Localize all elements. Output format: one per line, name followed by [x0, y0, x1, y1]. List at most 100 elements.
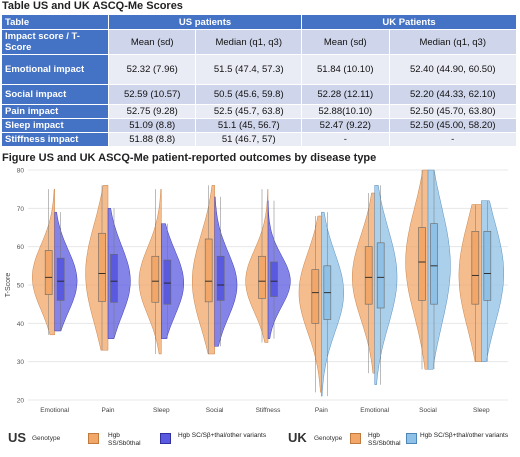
box: [376, 242, 385, 309]
x-tick-label: Pain: [315, 407, 328, 414]
cell: 52.59 (10.57): [107, 84, 197, 105]
violin-us-scsthalother: [214, 196, 238, 347]
box: [270, 261, 278, 297]
y-tick-label: 60: [17, 244, 25, 251]
box: [163, 259, 172, 305]
row-label: Sleep impact: [1, 118, 109, 133]
box: [151, 255, 160, 303]
box: [311, 269, 320, 324]
violin-us-sssb0thal: [245, 188, 269, 343]
header-us-median: Median (q1, q3): [195, 29, 303, 55]
x-tick-label: Stiffness: [256, 407, 282, 414]
violin-us-scsthalother: [267, 200, 291, 339]
x-tick-label: Sleep: [153, 407, 170, 414]
table-row: Pain impact 52.75 (9.28) 52.5 (45.7, 63.…: [1, 104, 517, 119]
violin-us-scsthalother: [54, 211, 78, 332]
cell: 51.84 (10.10): [301, 54, 390, 85]
row-label: Stiffness impact: [1, 132, 109, 147]
y-axis-label: T-Score: [5, 273, 12, 298]
cell: 52.50 (45.70, 63.80): [388, 104, 517, 119]
legend-genotype-label: Genotype: [32, 435, 61, 442]
cell: 52.20 (44.33, 62.10): [388, 84, 517, 105]
table-header-group-row: Table US patients UK Patients: [1, 14, 517, 30]
cell: 51.1 (45, 56.7): [195, 118, 303, 133]
box: [110, 254, 118, 303]
x-tick-label: Sleep: [473, 407, 490, 414]
box: [56, 257, 65, 301]
y-tick-label: 50: [17, 283, 25, 290]
cell: 52.47 (9.22): [301, 118, 390, 133]
cell: 51.88 (8.8): [107, 132, 197, 147]
row-label: Pain impact: [1, 104, 109, 119]
violin-uk-scsthalother: [427, 169, 451, 370]
scores-table: Table US patients UK Patients Impact sco…: [1, 14, 517, 147]
x-tick-label: Emotional: [360, 407, 389, 414]
cell: 51.09 (8.8): [107, 118, 197, 133]
y-tick-label: 80: [17, 168, 25, 175]
cell: 52.88(10.10): [301, 104, 390, 119]
box: [258, 255, 266, 299]
x-tick-label: Pain: [101, 407, 114, 414]
box: [418, 227, 426, 301]
header-us-patients: US patients: [107, 14, 303, 30]
header-impact-score: Impact score / T-Score: [1, 29, 109, 55]
cell: 50.5 (45.6, 59.8): [195, 84, 303, 105]
y-tick-label: 40: [17, 321, 25, 328]
legend-swatch-us-ss: [88, 433, 99, 444]
row-label: Social impact: [1, 84, 109, 105]
violin-us-sssb0thal: [85, 185, 109, 351]
cell: 52.50 (45.00, 58.20): [388, 118, 517, 133]
table-row: Stiffness impact 51.88 (8.8) 51 (46.7, 5…: [1, 132, 517, 147]
legend-swatch-us-sc: [160, 433, 171, 444]
cell: -: [301, 132, 390, 147]
x-tick-label: Social: [419, 407, 437, 414]
y-tick-label: 20: [17, 398, 25, 405]
table-row: Social impact 52.59 (10.57) 50.5 (45.6, …: [1, 84, 517, 105]
figure-title: Figure US and UK ASCQ-Me patient-reporte…: [2, 152, 377, 164]
cell: 51 (46.7, 57): [195, 132, 303, 147]
legend-label-uk-ss: Hgb SS/Sb0thal: [368, 432, 401, 447]
violin-uk-scsthalother: [374, 185, 398, 385]
violin-us-scsthalother: [107, 208, 131, 339]
legend-us-title: US: [8, 430, 27, 445]
y-tick-label: 70: [17, 206, 25, 213]
cell: 52.5 (45.7, 63.8): [195, 104, 303, 119]
legend-swatch-uk-ss: [350, 433, 361, 444]
violin-us-sssb0thal: [192, 185, 215, 355]
legend-swatch-uk-sc: [406, 433, 417, 444]
cell: 52.28 (12.11): [301, 84, 390, 105]
cell: -: [388, 132, 517, 147]
violin-uk-sssb0thal: [405, 169, 429, 370]
violin-us-sssb0thal: [138, 188, 162, 355]
row-label: Emotional impact: [1, 54, 109, 85]
legend-label-uk-sc: Hgb SC/Sβ+thal/other variants: [420, 432, 509, 439]
box: [364, 246, 373, 305]
cell: 52.40 (44.90, 60.50): [388, 54, 517, 85]
x-tick-label: Emotional: [40, 407, 69, 414]
header-uk-mean: Mean (sd): [301, 29, 390, 55]
y-tick-label: 30: [17, 359, 25, 366]
box: [430, 223, 438, 305]
box: [216, 255, 225, 301]
legend-label-us-ss: Hgb SS/Sb0thal: [108, 432, 141, 447]
table-row: Sleep impact 51.09 (8.8) 51.1 (45, 56.7)…: [1, 118, 517, 133]
header-uk-patients: UK Patients: [301, 14, 517, 30]
violin-uk-scsthalother: [321, 211, 344, 397]
header-us-mean: Mean (sd): [107, 29, 197, 55]
violin-chart: 20 30 40 50 60 70 80 T-Score Emotional Pain Sleep S…: [5, 168, 508, 414]
table-header-sub-row: Impact score / T-Score Mean (sd) Median …: [1, 29, 517, 55]
legend-uk-title: UK: [288, 430, 307, 445]
cell: 52.32 (7.96): [107, 54, 197, 85]
cell: 51.5 (47.4, 57.3): [195, 54, 303, 85]
chart-legend: US Genotype Hgb SS/Sb0thal Hgb SC/Sβ+tha…: [0, 426, 520, 456]
header-table: Table: [1, 14, 109, 30]
legend-label-us-sc: Hgb SC/Sβ+thal/other variants: [178, 432, 267, 439]
box: [98, 232, 106, 302]
legend-uk-genotype-label: Genotype: [314, 435, 343, 442]
violin-uk-sssb0thal: [298, 215, 322, 393]
table-row: Emotional impact 52.32 (7.96) 51.5 (47.4…: [1, 54, 517, 85]
x-tick-label: Social: [206, 407, 224, 414]
cell: 52.75 (9.28): [107, 104, 197, 119]
header-uk-median: Median (q1, q3): [388, 29, 517, 55]
violin-us-sssb0thal: [32, 188, 55, 336]
